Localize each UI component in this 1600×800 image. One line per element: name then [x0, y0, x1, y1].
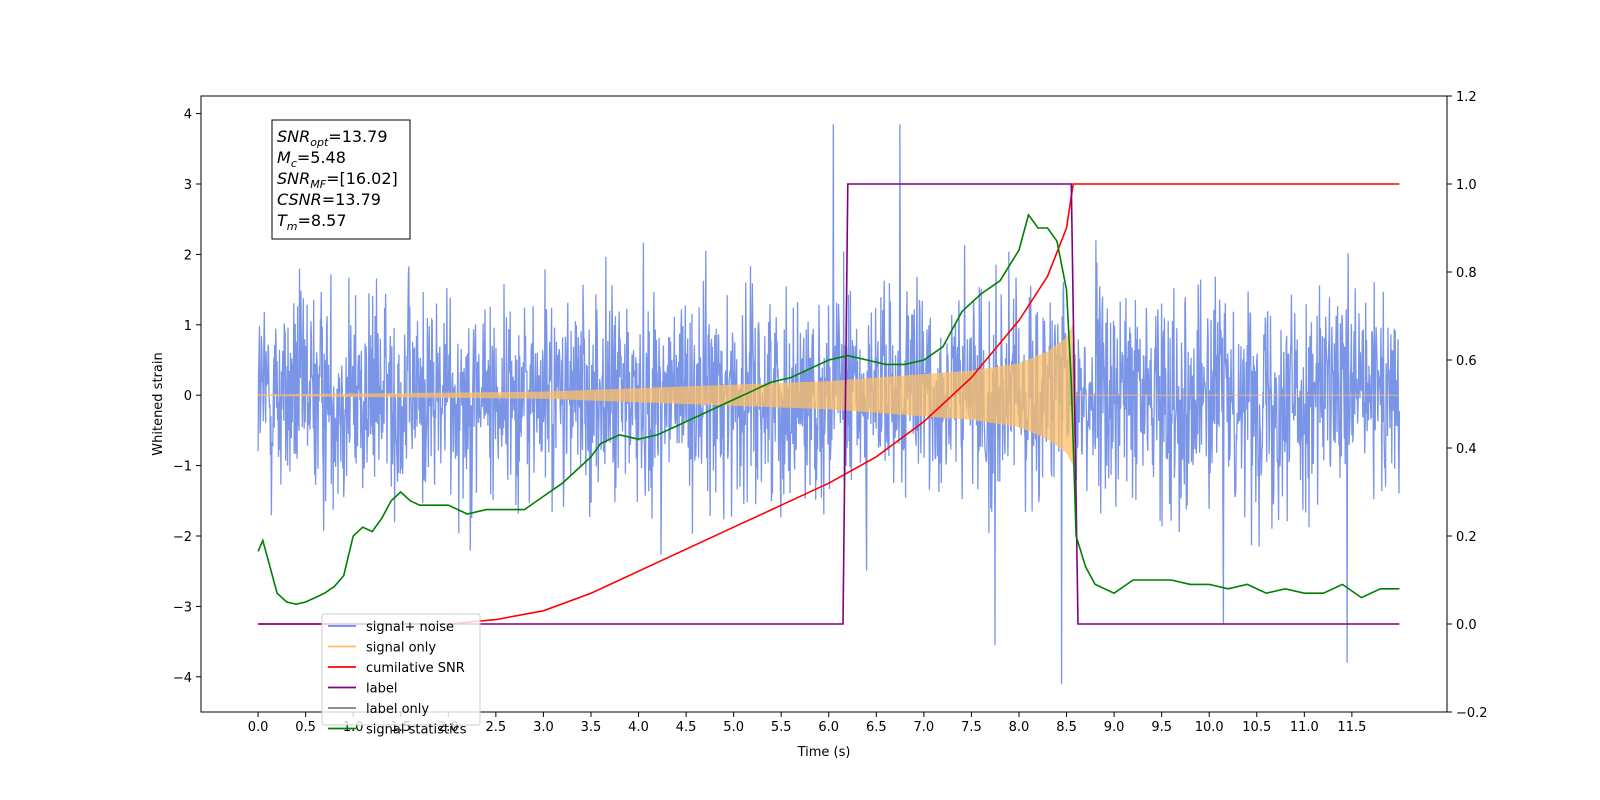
- legend-items: signal+ noise signal only cumilative SNR la…: [328, 620, 467, 738]
- annotation-line: SNRMF=[16.02]: [277, 169, 398, 191]
- y-tick-label-left: −1: [173, 460, 192, 475]
- y-tick-label-left: 4: [184, 108, 192, 123]
- y-ticks-left: 4 3 2 1 0 −1 −2 −3 −4: [173, 108, 201, 686]
- annotation-line: CSNR=13.79: [277, 190, 381, 209]
- x-tick-label: 9.0: [1104, 720, 1125, 735]
- y-tick-label-left: −3: [173, 600, 192, 615]
- series-signal-only: [257, 325, 1400, 466]
- legend: signal+ noise signal only cumilative SNR la…: [321, 613, 481, 738]
- y-tick-label-left: 3: [184, 178, 192, 193]
- x-tick-label: 5.0: [723, 720, 744, 735]
- y-tick-label-right: 0.0: [1456, 618, 1477, 633]
- legend-label: signal only: [366, 641, 436, 656]
- annotation-lines: SNRopt=13.79Mc=5.48SNRMF=[16.02]CSNR=13.…: [277, 127, 398, 233]
- y-tick-label-left: 0: [184, 389, 192, 404]
- y-tick-label-right: 0.8: [1456, 266, 1477, 281]
- legend-label: signal+ noise: [366, 620, 454, 635]
- y-tick-label-left: −2: [173, 530, 192, 545]
- y-tick-label-right: 1.0: [1456, 178, 1477, 193]
- x-tick-label: 2.5: [486, 720, 507, 735]
- x-tick-label: 8.5: [1056, 720, 1077, 735]
- x-tick-label: 4.5: [676, 720, 697, 735]
- series-cumilative-snr: [258, 183, 1400, 625]
- y-tick-label-right: 0.4: [1456, 442, 1477, 457]
- x-tick-label: 7.0: [914, 720, 935, 735]
- y-tick-label-right: 0.2: [1456, 530, 1477, 545]
- x-axis-label: Time (s): [797, 745, 851, 760]
- series-signal-plus-noise: [257, 124, 1401, 684]
- x-tick-label: 0.5: [295, 720, 316, 735]
- y-axis-label: Whitened strain: [151, 352, 166, 455]
- legend-label: label only: [366, 702, 429, 717]
- x-tick-label: 8.0: [1009, 720, 1030, 735]
- annotation-line: Tm=8.57: [277, 211, 347, 233]
- x-tick-label: 7.5: [961, 720, 982, 735]
- y-tick-label-left: −4: [173, 671, 192, 686]
- y-tick-label-right: 1.2: [1456, 90, 1477, 105]
- x-tick-label: 9.5: [1151, 720, 1172, 735]
- series-layer: [257, 124, 1401, 684]
- x-tick-label: 11.0: [1290, 720, 1319, 735]
- y-ticks-right: 1.2 1.0 0.8 0.6 0.4 0.2 0.0 −0.2: [1447, 90, 1488, 721]
- annotation-line: Mc=5.48: [277, 148, 346, 170]
- y-tick-label-left: 1: [184, 319, 192, 334]
- annotation-box: SNRopt=13.79Mc=5.48SNRMF=[16.02]CSNR=13.…: [271, 119, 411, 240]
- annotation-line: SNRopt=13.79: [277, 127, 388, 149]
- legend-label: label: [366, 682, 397, 697]
- x-tick-label: 5.5: [771, 720, 792, 735]
- y-tick-label-right: −0.2: [1456, 706, 1488, 721]
- y-tick-label-left: 2: [184, 248, 192, 263]
- x-tick-label: 0.0: [248, 720, 269, 735]
- x-tick-label: 11.5: [1337, 720, 1366, 735]
- x-tick-label: 10.0: [1195, 720, 1224, 735]
- y-tick-label-right: 0.6: [1456, 354, 1477, 369]
- x-tick-label: 10.5: [1242, 720, 1271, 735]
- plot-frame: [200, 95, 1448, 713]
- x-tick-label: 4.0: [628, 720, 649, 735]
- x-tick-label: 6.0: [818, 720, 839, 735]
- legend-label: signal statistics: [366, 723, 467, 738]
- series-signal-statistics: [257, 212, 1400, 606]
- series-label: [258, 183, 1400, 625]
- x-tick-label: 3.0: [533, 720, 554, 735]
- x-tick-label: 6.5: [866, 720, 887, 735]
- legend-label: cumilative SNR: [366, 661, 465, 676]
- x-tick-label: 3.5: [581, 720, 602, 735]
